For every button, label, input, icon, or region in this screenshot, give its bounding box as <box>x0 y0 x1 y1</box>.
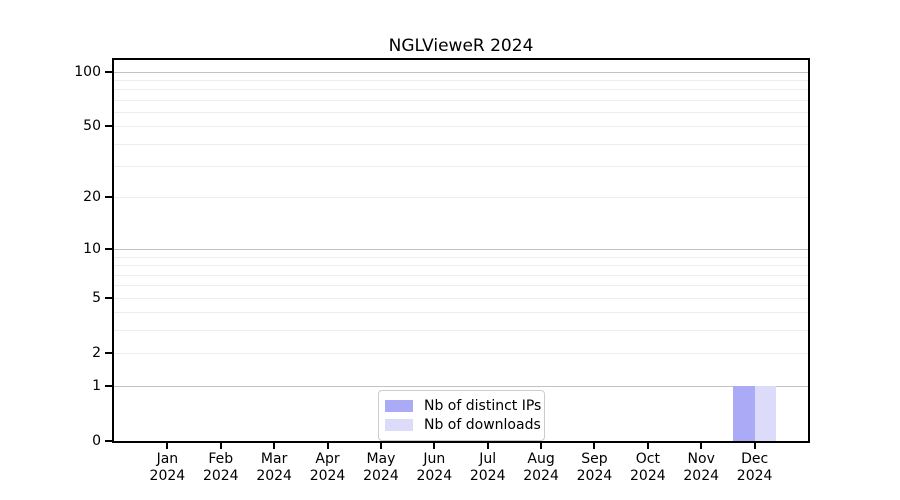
year-label: 2024 <box>576 468 613 484</box>
gridline-minor <box>114 99 808 101</box>
gridline-major <box>114 385 808 387</box>
legend-item-0: Nb of distinct IPs <box>385 397 542 415</box>
gridline-minor <box>114 265 808 267</box>
year-label: 2024 <box>309 468 346 484</box>
legend: Nb of distinct IPs Nb of downloads <box>378 390 545 441</box>
x-tick-label-jul: Jul 2024 <box>448 451 528 485</box>
x-tick-label-dec: Dec 2024 <box>715 451 795 485</box>
month-label: Jan <box>156 451 179 467</box>
x-tick-label-feb: Feb 2024 <box>181 451 261 485</box>
y-tick-mark <box>105 248 112 251</box>
gridline-minor <box>114 143 808 145</box>
gridline-minor <box>114 89 808 91</box>
legend-swatch <box>385 419 413 431</box>
x-tick-mark <box>753 443 756 449</box>
y-tick-label: 10 <box>83 241 101 258</box>
x-tick-mark <box>326 443 329 449</box>
month-label: Mar <box>260 451 288 467</box>
y-tick-mark <box>105 352 112 355</box>
x-tick-mark <box>433 443 436 449</box>
x-tick-mark <box>700 443 703 449</box>
x-tick-label-sep: Sep 2024 <box>554 451 634 485</box>
bar-dec-series1 <box>754 385 776 441</box>
x-tick-mark <box>379 443 382 449</box>
x-tick-mark <box>486 443 489 449</box>
plot-area <box>112 58 810 443</box>
y-tick-label: 100 <box>74 63 101 80</box>
month-label: Aug <box>527 451 555 467</box>
year-label: 2024 <box>363 468 399 484</box>
month-label: Oct <box>635 451 660 467</box>
plot-inner <box>114 60 808 441</box>
month-label: Sep <box>581 451 608 467</box>
y-tick-mark <box>105 384 112 387</box>
year-label: 2024 <box>630 468 666 484</box>
y-tick-label: 0 <box>92 433 101 449</box>
gridline-minor <box>114 285 808 287</box>
y-tick-label: 5 <box>92 289 101 306</box>
gridline-minor <box>114 80 808 82</box>
month-label: Apr <box>315 451 340 467</box>
year-label: 2024 <box>149 468 186 484</box>
x-tick-mark <box>273 443 276 449</box>
y-tick-mark <box>105 196 112 199</box>
year-label: 2024 <box>469 468 506 484</box>
x-tick-label-aug: Aug 2024 <box>501 451 581 485</box>
x-tick-label-oct: Oct 2024 <box>608 451 688 485</box>
x-tick-mark <box>219 443 222 449</box>
chart-title: NGLVieweR 2024 <box>388 36 534 56</box>
x-tick-label-apr: Apr 2024 <box>288 451 368 485</box>
y-tick-label: 20 <box>83 189 101 206</box>
y-tick-label: 50 <box>83 118 101 135</box>
y-tick-label: 1 <box>92 377 101 394</box>
x-tick-mark <box>593 443 596 449</box>
gridline-minor <box>114 126 808 128</box>
x-tick-label-jun: Jun 2024 <box>394 451 474 485</box>
gridline-minor <box>114 330 808 332</box>
year-label: 2024 <box>683 468 720 484</box>
x-tick-mark <box>166 443 169 449</box>
month-label: Jul <box>479 451 497 467</box>
bar-dec-series0 <box>733 385 755 441</box>
legend-label: Nb of distinct IPs <box>424 398 542 414</box>
gridline-minor <box>114 353 808 355</box>
year-label: 2024 <box>256 468 292 484</box>
y-tick-mark <box>105 296 112 299</box>
month-label: Dec <box>741 451 769 467</box>
y-tick-mark <box>105 70 112 73</box>
legend-item-1: Nb of downloads <box>385 416 541 434</box>
month-label: May <box>366 451 396 467</box>
legend-swatch <box>385 400 413 412</box>
month-label: Nov <box>687 451 715 467</box>
gridline-minor <box>114 166 808 168</box>
gridline-major <box>114 249 808 251</box>
month-label: Feb <box>208 451 234 467</box>
year-label: 2024 <box>202 468 239 484</box>
year-label: 2024 <box>523 468 559 484</box>
x-tick-label-nov: Nov 2024 <box>661 451 741 485</box>
x-tick-mark <box>646 443 649 449</box>
year-label: 2024 <box>416 468 453 484</box>
gridline-minor <box>114 312 808 314</box>
x-tick-label-jan: Jan 2024 <box>127 451 207 485</box>
gridline-major <box>114 71 808 73</box>
gridline-minor <box>114 112 808 114</box>
x-tick-mark <box>540 443 543 449</box>
y-tick-mark <box>105 440 112 442</box>
month-label: Jun <box>423 451 446 467</box>
gridline-minor <box>114 274 808 276</box>
x-tick-label-mar: Mar 2024 <box>234 451 314 485</box>
gridline-minor <box>114 197 808 199</box>
y-tick-mark <box>105 125 112 128</box>
x-tick-label-may: May 2024 <box>341 451 421 485</box>
y-tick-label: 2 <box>92 345 101 362</box>
gridline-minor <box>114 297 808 299</box>
year-label: 2024 <box>736 468 773 484</box>
legend-label: Nb of downloads <box>424 417 541 433</box>
gridline-minor <box>114 256 808 258</box>
